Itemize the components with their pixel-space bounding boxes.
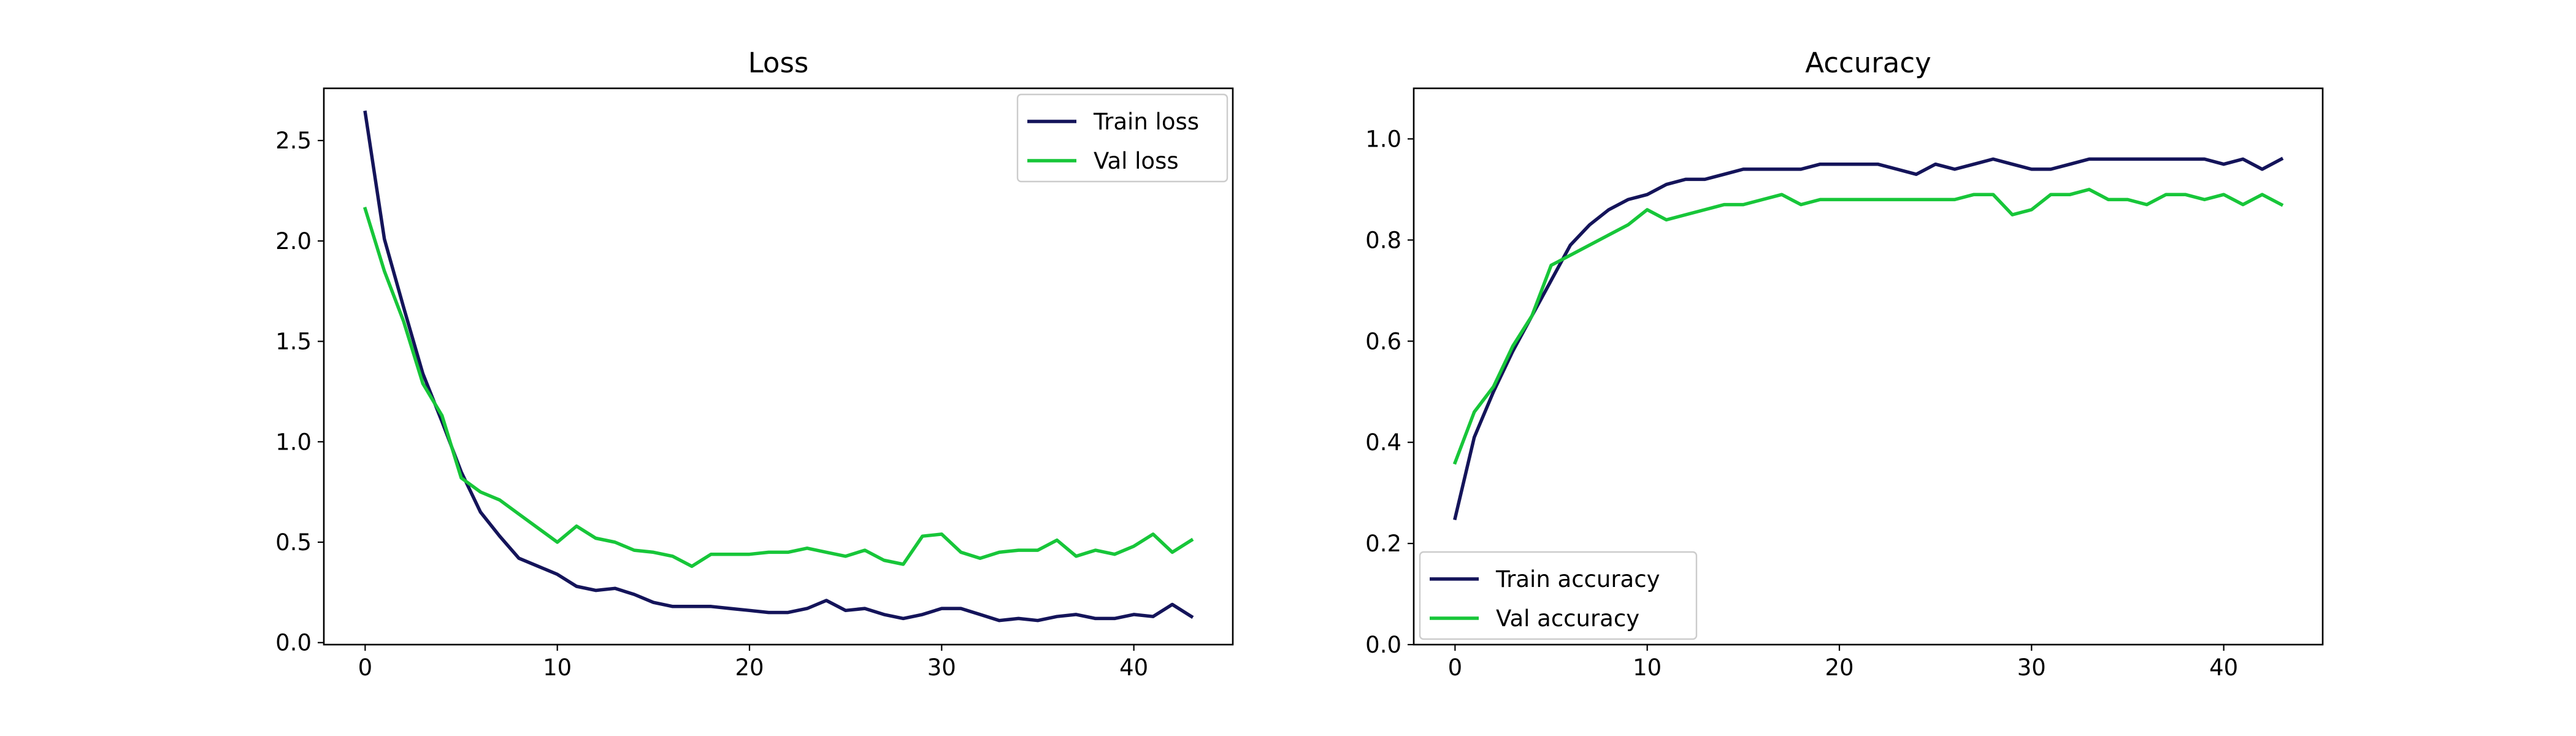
- x-tick-label: 40: [2209, 654, 2238, 681]
- y-tick-label: 0.4: [1365, 429, 1401, 456]
- x-tick-label: 10: [543, 654, 572, 681]
- series-line-val-accuracy: [1452, 188, 2284, 465]
- legend: Train accuracy Val accuracy: [1419, 551, 1698, 640]
- y-tick-label: 0.8: [1365, 227, 1401, 253]
- plot-frame: [1413, 87, 2324, 646]
- x-tick-label: 20: [1825, 654, 1853, 681]
- accuracy-panel: Accuracy 0 10 20 30 40 0.0 0.2 0.4 0.6 0.8 1.0 Trai…: [1365, 47, 2324, 681]
- x-tick-label: 10: [1633, 654, 1662, 681]
- series-line-train-accuracy: [1453, 156, 2284, 521]
- y-tick-label: 1.0: [1365, 126, 1401, 152]
- legend: Train loss Val loss: [1016, 93, 1229, 183]
- y-tick-label: 0.2: [1365, 531, 1401, 557]
- x-tick-label: 40: [1119, 654, 1148, 681]
- legend-label: Val accuracy: [1496, 605, 1639, 632]
- x-tick-label: 30: [2017, 654, 2046, 681]
- legend-box: [1419, 551, 1698, 640]
- legend-label: Train accuracy: [1495, 566, 1660, 592]
- loss-title: Loss: [748, 47, 809, 79]
- x-tick-label: 0: [1448, 654, 1463, 681]
- y-tick-label: 2.5: [275, 128, 312, 154]
- legend-label: Val loss: [1094, 148, 1179, 174]
- plot-frame: [323, 87, 1234, 646]
- accuracy-title: Accuracy: [1805, 47, 1931, 79]
- x-tick-label: 0: [358, 654, 373, 681]
- series-line-val-loss: [362, 207, 1194, 569]
- y-tick-label: 0.0: [1365, 632, 1401, 658]
- x-tick-label: 30: [927, 654, 956, 681]
- loss-panel: Loss 0 10 20 30 40 0.0 0.5 1.0 1.5 2.0 2.5 Train lo…: [275, 47, 1234, 681]
- y-tick-label: 2.0: [275, 228, 312, 255]
- y-tick-label: 0.0: [275, 630, 312, 656]
- y-tick-label: 0.6: [1365, 328, 1401, 355]
- y-tick-label: 1.5: [275, 329, 312, 355]
- y-tick-label: 1.0: [275, 429, 312, 455]
- series-line-train-loss: [363, 110, 1194, 623]
- x-tick-label: 20: [735, 654, 764, 681]
- legend-label: Train loss: [1093, 109, 1199, 135]
- y-tick-label: 0.5: [275, 529, 312, 556]
